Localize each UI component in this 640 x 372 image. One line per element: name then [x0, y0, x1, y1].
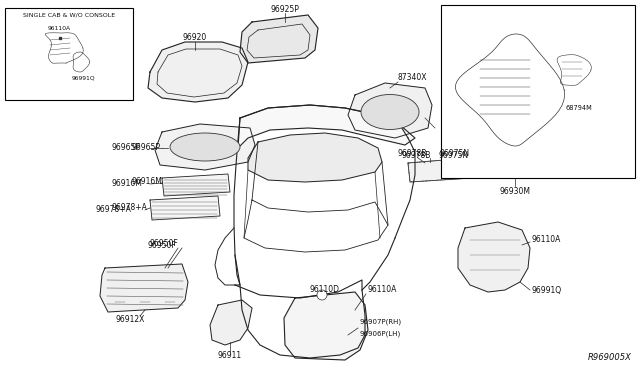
Text: 87340X: 87340X	[398, 74, 428, 83]
Text: 96110D: 96110D	[310, 285, 340, 295]
Polygon shape	[150, 196, 220, 220]
Polygon shape	[162, 174, 230, 196]
Text: 96907P(RH): 96907P(RH)	[360, 319, 402, 325]
Text: 68794M: 68794M	[565, 105, 592, 111]
Circle shape	[317, 290, 327, 300]
Polygon shape	[458, 222, 530, 292]
Text: 96906P(LH): 96906P(LH)	[360, 331, 401, 337]
Text: 96110A: 96110A	[368, 285, 397, 295]
Text: 96925P: 96925P	[271, 6, 300, 15]
Text: 96911: 96911	[218, 352, 242, 360]
Polygon shape	[248, 133, 382, 182]
Text: 96991Q: 96991Q	[72, 76, 95, 80]
Text: 96975N: 96975N	[440, 150, 470, 158]
Text: 96975N: 96975N	[439, 151, 469, 160]
Text: 96965P: 96965P	[112, 144, 141, 153]
Text: 96110A: 96110A	[48, 26, 71, 31]
Ellipse shape	[361, 94, 419, 129]
Text: 96916M: 96916M	[112, 180, 143, 189]
Polygon shape	[155, 124, 255, 170]
Text: 96912X: 96912X	[115, 315, 145, 324]
Text: 96991Q: 96991Q	[532, 285, 562, 295]
Text: R969005X: R969005X	[588, 353, 632, 362]
Text: 96978B: 96978B	[401, 151, 431, 160]
Polygon shape	[240, 15, 318, 63]
Bar	[5, 8, 133, 100]
Text: 96978B: 96978B	[398, 150, 428, 158]
Text: 96978+A: 96978+A	[96, 205, 132, 215]
Text: 96950F: 96950F	[150, 240, 179, 248]
Polygon shape	[284, 292, 368, 360]
Text: 96916M: 96916M	[132, 177, 163, 186]
Polygon shape	[238, 105, 415, 148]
Bar	[441, 5, 635, 178]
Text: 96978+A: 96978+A	[112, 203, 148, 212]
Text: SINGLE CAB & W/O CONSOLE: SINGLE CAB & W/O CONSOLE	[23, 13, 115, 17]
Polygon shape	[210, 300, 252, 345]
Polygon shape	[408, 158, 472, 182]
Text: 96110A: 96110A	[532, 235, 561, 244]
Polygon shape	[348, 83, 432, 138]
Polygon shape	[148, 42, 248, 102]
Text: 96930M: 96930M	[499, 187, 531, 196]
Ellipse shape	[170, 133, 240, 161]
Text: 96950F: 96950F	[148, 241, 177, 250]
Polygon shape	[100, 264, 188, 312]
Text: 96965P: 96965P	[132, 144, 161, 153]
Text: 96920: 96920	[183, 33, 207, 42]
